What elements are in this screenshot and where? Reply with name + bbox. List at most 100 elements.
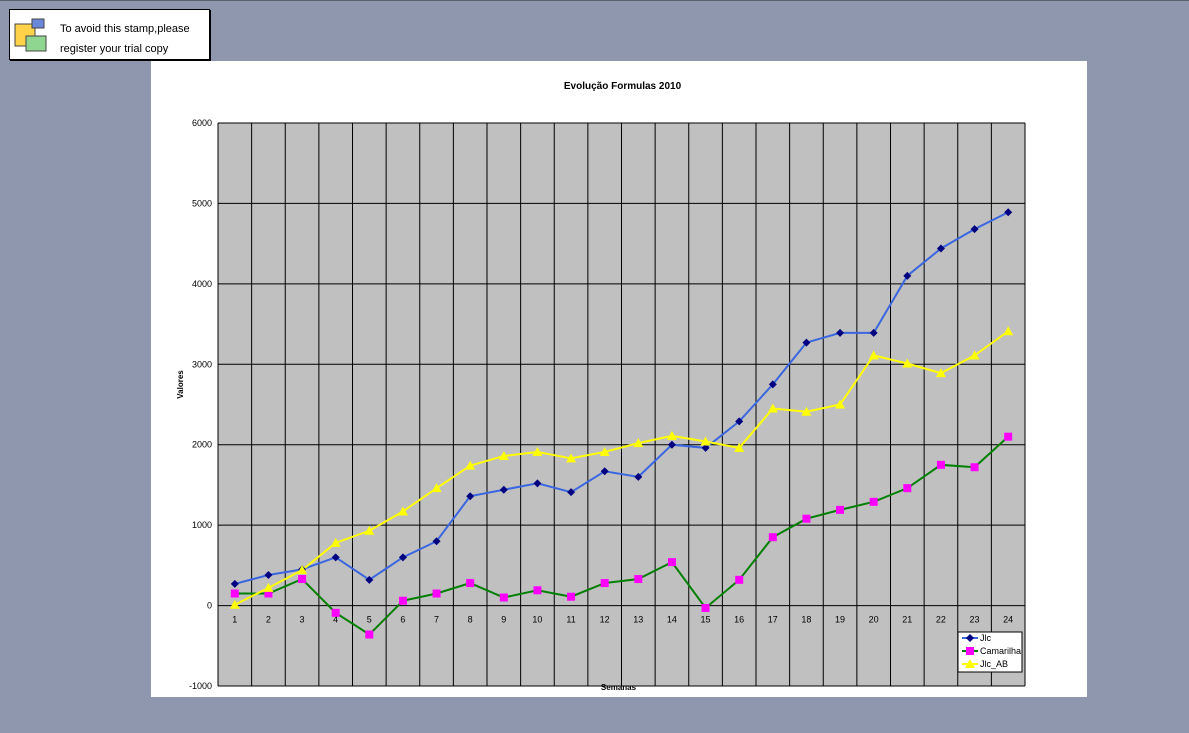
x-tick-label: 19 <box>835 615 845 625</box>
data-point-2 <box>397 506 408 516</box>
x-tick-label: 14 <box>667 615 677 625</box>
data-point-1 <box>398 596 407 605</box>
x-tick-label: 7 <box>434 615 439 625</box>
data-point-2 <box>431 483 442 493</box>
x-tick-label: 5 <box>367 615 372 625</box>
chart-sheet: Evolução Formulas 2010 6000 5000 4000 3000 20… <box>151 61 1087 697</box>
data-point-2 <box>229 599 240 609</box>
data-point-1 <box>365 630 374 639</box>
data-point-1 <box>1004 432 1013 441</box>
data-point-1 <box>331 608 340 617</box>
y-tick-label: 2000 <box>192 440 212 450</box>
legend-label: Jlc_AB <box>980 659 1008 669</box>
x-tick-label: 17 <box>768 615 778 625</box>
y-tick-label: 4000 <box>192 279 212 289</box>
data-point-2 <box>364 525 375 535</box>
data-point-2 <box>902 358 913 368</box>
y-tick-label: -1000 <box>189 681 212 691</box>
data-point-0 <box>802 338 811 347</box>
stamp-line-1: To avoid this stamp,please <box>60 23 190 35</box>
data-point-1 <box>230 589 239 598</box>
data-point-1 <box>735 575 744 584</box>
data-point-1 <box>903 484 912 493</box>
legend-marker <box>966 647 974 655</box>
x-tick-label: 11 <box>566 615 575 625</box>
data-point-2 <box>566 453 577 463</box>
x-tick-label: 23 <box>970 615 980 625</box>
data-point-0 <box>365 575 374 584</box>
y-tick-label: 3000 <box>192 359 212 369</box>
data-point-1 <box>298 575 307 584</box>
x-tick-label: 20 <box>869 615 879 625</box>
data-point-1 <box>533 586 542 595</box>
series-line-2 <box>234 330 1009 606</box>
series-line-1 <box>234 435 1009 636</box>
x-axis-label: Semanas <box>601 683 637 692</box>
data-point-2 <box>465 460 476 470</box>
data-point-0 <box>499 485 508 494</box>
data-point-1 <box>634 575 643 584</box>
data-point-2 <box>801 406 812 416</box>
x-tick-label: 13 <box>633 615 643 625</box>
data-point-0 <box>970 225 979 234</box>
x-tick-label: 15 <box>701 615 711 625</box>
x-tick-label: 24 <box>1003 615 1013 625</box>
line-chart: Evolução Formulas 2010600050004000300020… <box>176 81 1026 692</box>
data-point-0 <box>600 467 609 476</box>
data-point-2 <box>935 368 946 378</box>
data-point-1 <box>970 463 979 472</box>
data-point-2 <box>330 537 341 547</box>
data-point-0 <box>230 579 239 588</box>
data-point-1 <box>466 579 475 588</box>
data-point-2 <box>633 438 644 448</box>
data-point-0 <box>936 244 945 253</box>
x-tick-label: 21 <box>902 615 912 625</box>
data-point-1 <box>836 505 845 514</box>
x-tick-label: 10 <box>532 615 542 625</box>
data-point-1 <box>701 603 710 612</box>
legend-label: Jlc <box>980 633 991 643</box>
data-point-0 <box>466 492 475 501</box>
window-top-border <box>0 0 1189 1</box>
x-tick-label: 3 <box>300 615 305 625</box>
data-point-0 <box>701 443 710 452</box>
x-tick-label: 1 <box>232 615 237 625</box>
data-point-2 <box>734 442 745 452</box>
y-tick-label: 0 <box>207 601 212 611</box>
data-point-2 <box>498 450 509 460</box>
x-tick-label: 6 <box>400 615 405 625</box>
data-point-0 <box>567 488 576 497</box>
data-point-0 <box>735 417 744 426</box>
data-point-0 <box>264 571 273 580</box>
data-point-0 <box>533 479 542 488</box>
data-point-2 <box>868 350 879 360</box>
series-line-0 <box>234 211 1009 585</box>
data-point-2 <box>532 446 543 456</box>
data-point-0 <box>667 440 676 449</box>
x-tick-label: 16 <box>734 615 744 625</box>
y-tick-label: 1000 <box>192 520 212 530</box>
data-point-0 <box>768 380 777 389</box>
data-point-2 <box>700 436 711 446</box>
data-point-0 <box>432 537 441 546</box>
x-tick-label: 8 <box>468 615 473 625</box>
legend-marker <box>965 659 975 668</box>
data-point-2 <box>969 350 980 360</box>
data-point-2 <box>666 430 677 440</box>
stamp-icon <box>14 18 47 52</box>
data-point-2 <box>767 403 778 413</box>
data-point-1 <box>567 592 576 601</box>
data-point-1 <box>600 579 609 588</box>
data-point-0 <box>634 472 643 481</box>
x-tick-label: 22 <box>936 615 946 625</box>
data-point-0 <box>1004 208 1013 217</box>
x-tick-label: 4 <box>333 615 338 625</box>
x-tick-label: 18 <box>801 615 811 625</box>
data-point-2 <box>263 582 274 592</box>
legend-label: Camarilha <box>980 646 1021 656</box>
data-point-0 <box>331 553 340 562</box>
data-point-2 <box>1003 326 1014 336</box>
y-axis-label: Valores <box>176 370 185 399</box>
data-point-1 <box>802 514 811 523</box>
x-tick-label: 9 <box>501 615 506 625</box>
